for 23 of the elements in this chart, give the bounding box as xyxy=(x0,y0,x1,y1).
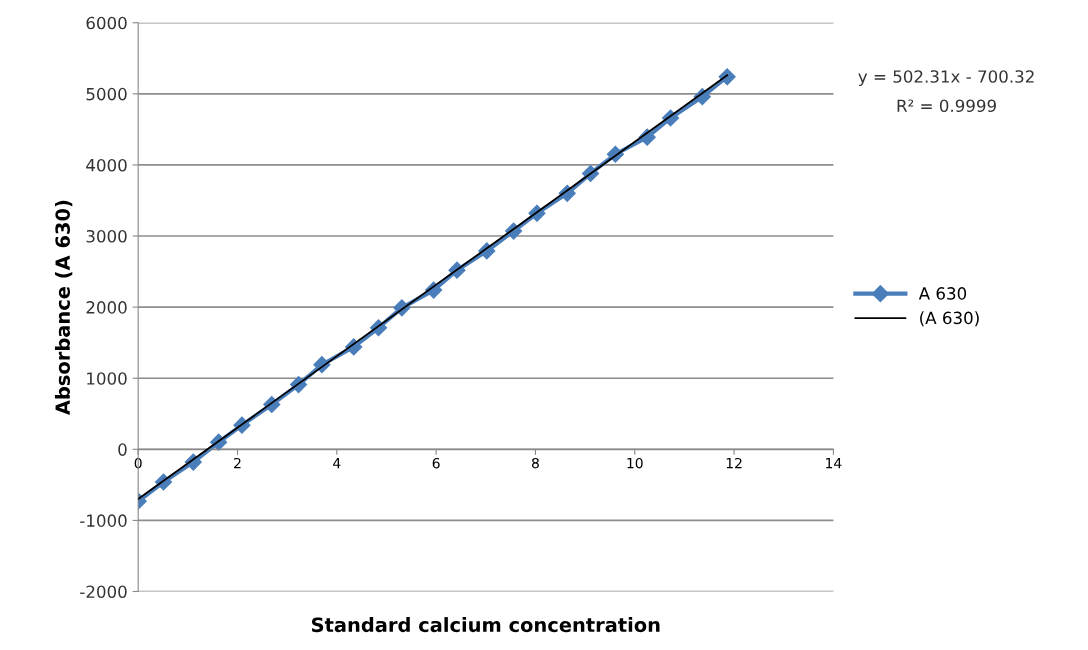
legend-label: (A 630) xyxy=(920,311,979,327)
text: y = 502.31x - 700.32 xyxy=(858,70,1034,87)
y-axis-title: Absorbance (A 630) xyxy=(54,200,73,416)
x-tick-label: 4 xyxy=(333,458,341,469)
y-tick-label: 4000 xyxy=(86,158,127,172)
x-tick-label: 8 xyxy=(531,457,539,469)
y-tick-label: 0 xyxy=(118,443,127,456)
legend-label: A 630 xyxy=(918,287,967,300)
y-tick-label: -1000 xyxy=(80,514,127,527)
x-tick-label: 14 xyxy=(826,458,842,469)
text: R² = 0.9999 xyxy=(897,99,996,113)
x-tick-label: 2 xyxy=(234,457,241,469)
x-tick-label: 6 xyxy=(432,457,440,469)
y-tick-label: 6000 xyxy=(86,16,127,30)
x-tick-label: 10 xyxy=(627,457,643,469)
y-tick-label: 2000 xyxy=(86,301,127,314)
x-axis-title: Standard calcium concentration xyxy=(311,617,660,633)
y-tick-label: 3000 xyxy=(86,229,127,243)
y-tick-label: 1000 xyxy=(87,372,127,385)
y-tick-label: 5000 xyxy=(86,87,127,101)
y-tick-label: -2000 xyxy=(80,585,127,599)
x-tick-label: 12 xyxy=(726,457,742,469)
x-tick-label: 0 xyxy=(134,457,142,469)
